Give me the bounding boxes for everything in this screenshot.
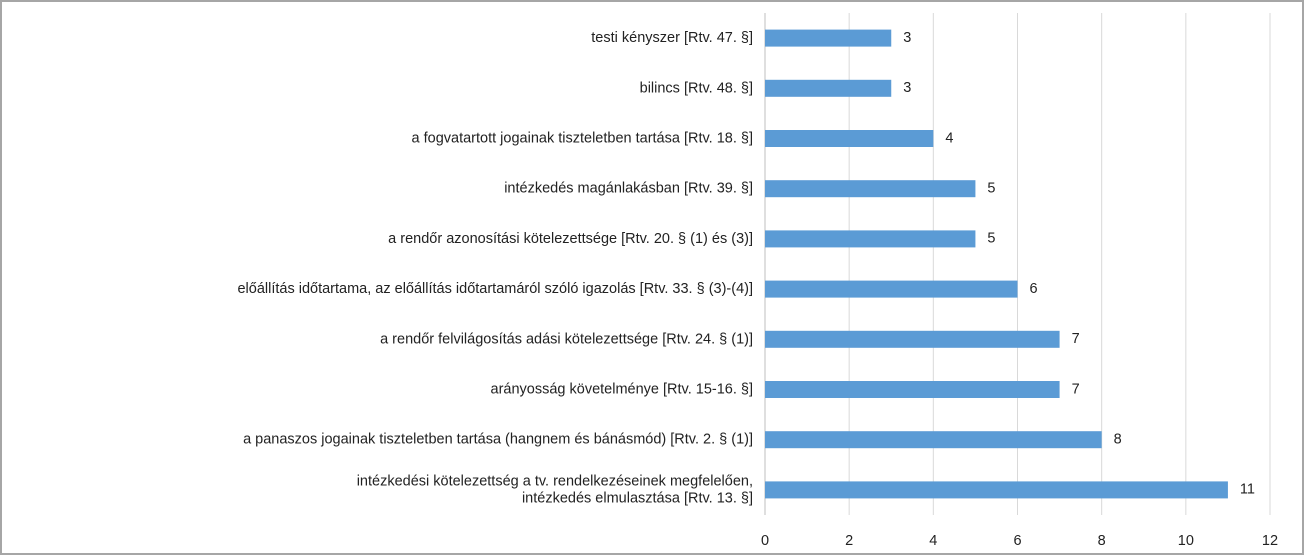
bar bbox=[765, 180, 976, 198]
bar bbox=[765, 481, 1228, 499]
x-tick-label: 2 bbox=[845, 533, 853, 549]
value-label: 3 bbox=[903, 30, 911, 46]
y-tick-label: intézkedési kötelezettség a tv. rendelke… bbox=[357, 473, 753, 506]
y-tick-label: a panaszos jogainak tiszteletben tartása… bbox=[243, 432, 753, 448]
y-tick-label: intézkedés magánlakásban [Rtv. 39. §] bbox=[504, 181, 753, 197]
value-label: 11 bbox=[1240, 482, 1255, 498]
x-tick-label: 6 bbox=[1013, 533, 1021, 549]
y-tick-label: bilincs [Rtv. 48. §] bbox=[640, 80, 753, 96]
bar bbox=[765, 79, 892, 97]
value-label: 6 bbox=[1030, 281, 1038, 297]
x-tick-label: 0 bbox=[761, 533, 769, 549]
bar bbox=[765, 431, 1102, 449]
bar bbox=[765, 381, 1060, 398]
bar bbox=[765, 130, 934, 147]
y-tick-label: arányosság követelménye [Rtv. 15-16. §] bbox=[491, 381, 753, 397]
x-tick-label: 12 bbox=[1262, 533, 1278, 549]
bar bbox=[765, 230, 976, 248]
value-label: 3 bbox=[903, 80, 911, 96]
x-tick-label: 10 bbox=[1178, 533, 1194, 549]
value-label: 5 bbox=[987, 181, 995, 197]
value-label: 8 bbox=[1114, 432, 1122, 448]
y-tick-label: a fogvatartott jogainak tiszteletben tar… bbox=[412, 130, 753, 146]
bar bbox=[765, 29, 892, 47]
y-tick-label: a rendőr azonosítási kötelezettsége [Rtv… bbox=[388, 231, 753, 247]
value-label: 4 bbox=[945, 130, 953, 146]
bar bbox=[765, 330, 1060, 348]
y-tick-label: a rendőr felvilágosítás adási kötelezett… bbox=[380, 331, 753, 347]
y-tick-label: testi kényszer [Rtv. 47. §] bbox=[591, 30, 753, 46]
x-tick-label: 8 bbox=[1098, 533, 1106, 549]
y-tick-label: előállítás időtartama, az előállítás idő… bbox=[237, 281, 753, 297]
value-label: 7 bbox=[1072, 381, 1080, 397]
value-label: 5 bbox=[987, 231, 995, 247]
value-label: 7 bbox=[1072, 331, 1080, 347]
bar bbox=[765, 280, 1018, 298]
x-tick-label: 4 bbox=[929, 533, 937, 549]
